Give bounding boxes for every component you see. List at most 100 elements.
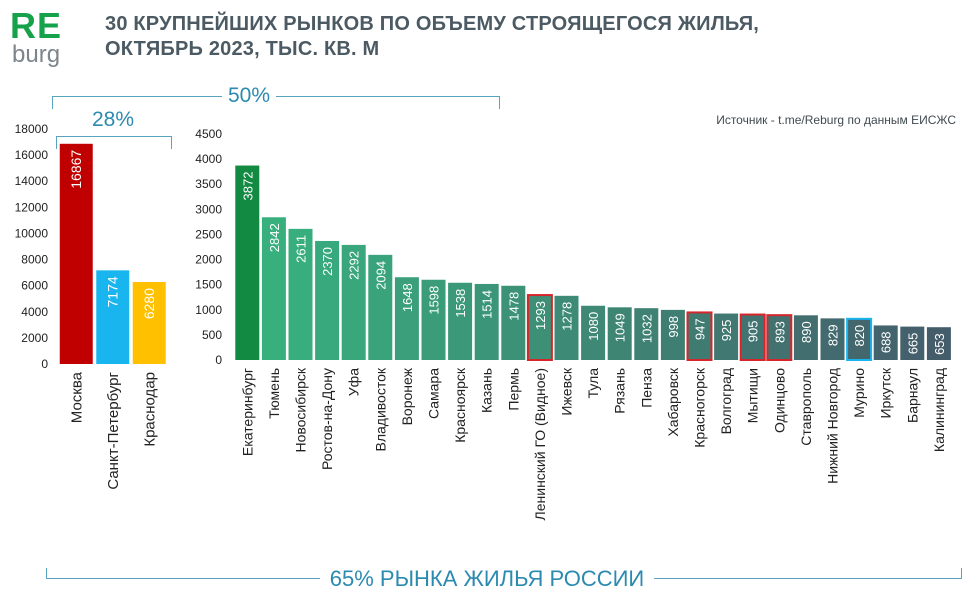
bar bbox=[766, 314, 793, 361]
y-tick-label: 12000 bbox=[15, 200, 49, 214]
y-tick-label: 500 bbox=[202, 328, 222, 342]
bar bbox=[926, 327, 951, 360]
y-tick-label: 0 bbox=[215, 353, 222, 367]
bar-value-label: 1080 bbox=[586, 312, 601, 341]
y-tick-label: 3500 bbox=[195, 177, 222, 191]
y-tick-label: 0 bbox=[41, 357, 48, 371]
category-label: Хабаровск bbox=[665, 367, 681, 436]
y-tick-label: 2500 bbox=[195, 227, 222, 241]
bar-value-label: 6280 bbox=[141, 288, 157, 319]
category-label: Москва bbox=[68, 371, 85, 423]
y-tick-label: 10000 bbox=[15, 226, 49, 240]
category-label: Уфа bbox=[346, 368, 362, 396]
y-tick-label: 3000 bbox=[195, 202, 222, 216]
category-label: Калининград bbox=[931, 368, 947, 452]
all30-share-label: 65% РЫНКА ЖИЛЬЯ РОССИИ bbox=[319, 566, 655, 591]
bar-value-label: 2292 bbox=[347, 251, 362, 280]
bar bbox=[793, 315, 818, 360]
bar-value-label: 1478 bbox=[506, 292, 521, 321]
y-tick-label: 4000 bbox=[21, 305, 48, 319]
bar-value-label: 1538 bbox=[453, 289, 468, 318]
source-note: Источник - t.me/Reburg по данным ЕИСЖС bbox=[716, 113, 956, 127]
category-label: Ростов-на-Дону bbox=[319, 368, 335, 470]
y-tick-label: 18000 bbox=[15, 122, 49, 136]
bar-value-label: 1049 bbox=[613, 313, 628, 342]
category-label: Мурино bbox=[851, 368, 867, 418]
bar-value-label: 893 bbox=[772, 321, 787, 343]
bar bbox=[634, 308, 659, 360]
y-tick-label: 2000 bbox=[195, 253, 222, 267]
y-tick-label: 1000 bbox=[195, 303, 222, 317]
category-label: Иркутск bbox=[878, 367, 894, 418]
bar-value-label: 16867 bbox=[68, 150, 84, 189]
bar bbox=[394, 277, 419, 360]
y-tick-label: 14000 bbox=[15, 174, 49, 188]
bar bbox=[873, 325, 898, 360]
bar-value-label: 1648 bbox=[400, 283, 415, 312]
bar-value-label: 2611 bbox=[294, 235, 309, 263]
bar bbox=[132, 282, 166, 364]
bar-value-label: 890 bbox=[799, 321, 814, 343]
bar bbox=[846, 317, 873, 361]
bar-value-label: 1278 bbox=[560, 302, 575, 331]
y-tick-label: 1500 bbox=[195, 278, 222, 292]
bar-value-label: 7174 bbox=[105, 276, 121, 307]
bar bbox=[368, 254, 393, 360]
bar-value-label: 998 bbox=[666, 316, 681, 338]
top10-share-label: 50% bbox=[222, 85, 277, 107]
category-label: Самара bbox=[426, 368, 442, 419]
category-label: Пермь bbox=[505, 368, 521, 411]
category-label: Нижний Новгород bbox=[825, 368, 841, 484]
category-label: Тула bbox=[585, 368, 601, 399]
bar-value-label: 653 bbox=[932, 333, 947, 355]
bar-value-label: 688 bbox=[879, 331, 894, 353]
category-label: Воронеж bbox=[399, 367, 415, 425]
chart-title: 30 КРУПНЕЙШИХ РЫНКОВ ПО ОБЪЕМУ СТРОЯЩЕГО… bbox=[105, 12, 825, 62]
y-tick-label: 6000 bbox=[21, 279, 48, 293]
bar bbox=[714, 313, 739, 360]
bar-value-label: 947 bbox=[693, 318, 708, 340]
logo-burg-text: burg bbox=[12, 41, 61, 68]
y-tick-label: 16000 bbox=[15, 148, 49, 162]
chart-title-line1: 30 КРУПНЕЙШИХ РЫНКОВ ПО ОБЪЕМУ СТРОЯЩЕГО… bbox=[105, 13, 760, 35]
bar-value-label: 925 bbox=[719, 320, 734, 342]
bar-value-label: 820 bbox=[852, 325, 867, 347]
category-label: Волгоград bbox=[718, 368, 734, 434]
category-label: Новосибирск bbox=[293, 367, 309, 452]
bar bbox=[235, 165, 260, 360]
bar bbox=[474, 283, 499, 360]
top3-brace bbox=[56, 136, 172, 149]
bar bbox=[607, 307, 632, 360]
bar bbox=[900, 326, 925, 360]
bar bbox=[448, 282, 473, 360]
category-label: Мытищи bbox=[745, 368, 761, 423]
bar bbox=[526, 294, 553, 361]
bar bbox=[421, 279, 446, 360]
category-label: Красногорск bbox=[692, 367, 708, 448]
bar-value-label: 905 bbox=[746, 321, 761, 343]
bar-value-label: 1032 bbox=[639, 314, 654, 343]
bar bbox=[288, 228, 313, 360]
top3-share-label: 28% bbox=[86, 109, 141, 131]
bar-value-label: 3872 bbox=[240, 172, 255, 201]
category-label: Казань bbox=[479, 368, 495, 413]
all30-share-wrapper: 65% РЫНКА ЖИЛЬЯ РОССИИ bbox=[0, 566, 974, 592]
bar bbox=[820, 318, 845, 360]
bar bbox=[59, 143, 93, 364]
category-label: Екатеринбург bbox=[239, 368, 255, 456]
y-tick-label: 4500 bbox=[195, 127, 222, 141]
bar-value-label: 665 bbox=[905, 333, 920, 355]
bar bbox=[660, 309, 685, 360]
category-label: Ставрополь bbox=[798, 368, 814, 446]
category-label: Красноярск bbox=[452, 367, 468, 443]
category-label: Ленинский ГО (Видное) bbox=[532, 368, 548, 520]
category-label: Краснодар bbox=[141, 372, 158, 447]
logo-re-text: RE bbox=[10, 5, 63, 46]
category-label: Ижевск bbox=[559, 367, 575, 415]
bar bbox=[686, 311, 713, 361]
bar-value-label: 1514 bbox=[480, 290, 495, 319]
bar-value-label: 2094 bbox=[373, 261, 388, 290]
reburg-logo: RE burg bbox=[10, 5, 74, 68]
bar bbox=[96, 270, 130, 364]
